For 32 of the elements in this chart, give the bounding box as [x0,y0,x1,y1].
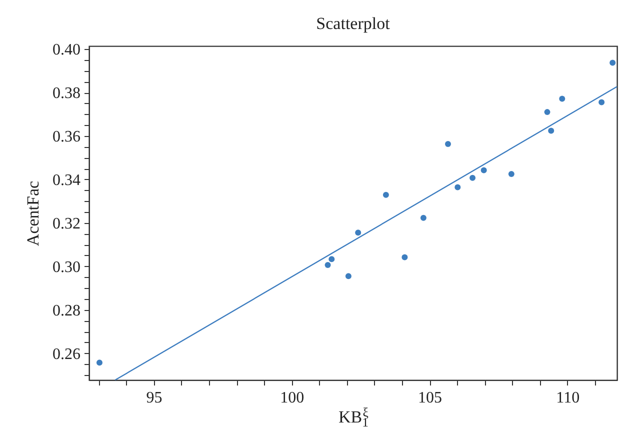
point [355,230,362,236]
point [454,184,461,190]
y-tick-label: 0.26 [52,346,80,363]
point [345,273,352,280]
chart-title: Scatterplot [316,14,390,34]
point [598,99,605,106]
point [324,262,331,268]
point [420,214,426,221]
point [328,256,335,262]
point [548,128,554,134]
y-tick-label: 0.36 [52,128,80,146]
point [382,192,389,198]
x-tick-label: 110 [556,390,580,406]
point [508,171,514,177]
point [544,109,550,116]
point [610,60,616,66]
x-tick-label: 100 [280,390,304,406]
point [470,174,476,181]
point [96,360,102,366]
x-tick-label: 95 [146,390,162,406]
y-tick-label: 0.38 [52,85,80,102]
x-tick-label: 105 [418,390,442,406]
y-tick-label: 0.32 [52,215,80,232]
y-tick-label: 0.30 [52,258,80,276]
y-tick-label: 0.28 [52,302,80,320]
y-tick-label: 0.40 [52,42,80,59]
y-axis-title: AcentFac [24,180,42,246]
y-tick-label: 0.34 [52,172,80,189]
point [480,167,487,174]
point [444,141,451,147]
point [402,254,408,260]
point [559,96,566,102]
